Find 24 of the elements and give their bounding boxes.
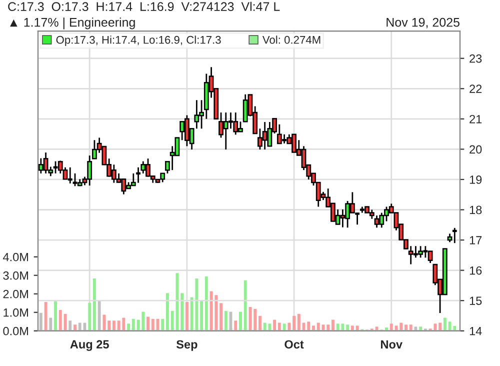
y-tick-label: 19 — [470, 176, 482, 184]
y-tick-label: 21 — [470, 114, 482, 124]
y-tick-label: 16 — [470, 266, 482, 275]
chart-title: C:17.3 O:17.3 H:17.4 L:16.9 V:274123 Vl:47 L — [8, 2, 280, 12]
text: ▲ 1.17% | Engineering — [10, 18, 135, 30]
y-tick-label: 23 — [470, 54, 482, 63]
legend-label: Op:17.3, Hi:17.4, Lo:16.9, Cl:17.3 — [56, 36, 221, 46]
text: Nov 19, 2025 — [386, 18, 460, 28]
y-tick-label: 20 — [470, 145, 482, 154]
x-tick-label: Nov — [381, 340, 402, 349]
x-tick-label: Sep — [176, 340, 198, 351]
y-tick-label: 22 — [470, 84, 482, 93]
y2-tick-label: 0.0M — [3, 326, 28, 336]
y-tick-label: 17 — [470, 236, 482, 244]
y-tick-label: 18 — [470, 206, 482, 214]
y2-tick-label: 3.0M — [3, 271, 28, 280]
y2-tick-label: 4.0M — [3, 252, 28, 262]
y-tick-label: 14 — [470, 327, 482, 336]
legend-label: Vol: 0.274M — [262, 36, 320, 44]
y2-tick-label: 2.0M — [3, 290, 28, 298]
x-tick-label: Oct — [284, 340, 304, 349]
y-tick-label: 15 — [470, 296, 482, 305]
y2-tick-label: 1.0M — [4, 308, 28, 317]
x-tick-label: Aug 25 — [70, 340, 109, 351]
